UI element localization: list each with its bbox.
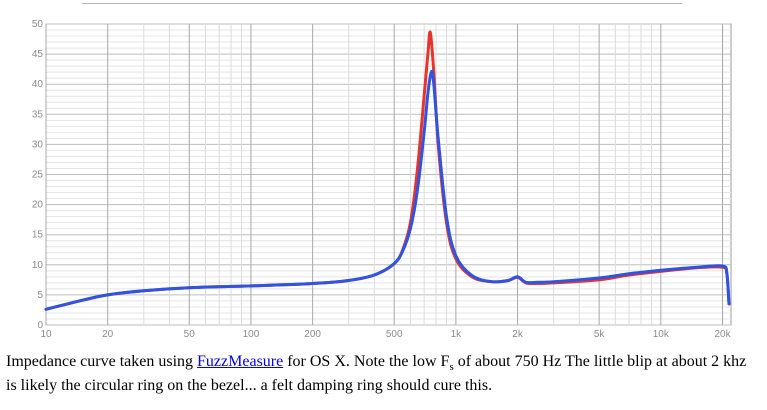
- x-tick-label: 2k: [512, 329, 524, 340]
- grid: [45, 23, 731, 326]
- y-tick-label: 50: [32, 19, 44, 30]
- x-tick-label: 20k: [714, 329, 731, 340]
- y-tick-label: 25: [32, 170, 44, 181]
- x-tick-label: 50: [184, 329, 196, 340]
- y-tick-label: 5: [37, 290, 43, 301]
- y-tick-label: 35: [32, 109, 44, 120]
- x-tick-label: 10k: [653, 329, 670, 340]
- x-tick-label: 5k: [594, 329, 606, 340]
- y-tick-label: 45: [32, 49, 44, 60]
- top-rule: [82, 3, 682, 4]
- impedance-chart: 0 5 10 15 20 25 30 35 40 45 50 10 20 50 100 200 500 1k 2k 5…: [32, 19, 732, 340]
- series-group: [44, 30, 731, 311]
- x-tick-label: 20: [102, 329, 114, 340]
- x-tick-label: 200: [304, 329, 321, 340]
- x-tick-label: 1k: [451, 329, 463, 340]
- y-tick-label: 40: [32, 79, 44, 90]
- caption-subscript: s: [449, 361, 454, 374]
- figure-caption: Impedance curve taken using FuzzMeasure …: [6, 350, 758, 398]
- fuzzmeasure-link[interactable]: FuzzMeasure: [197, 353, 284, 370]
- caption-text-3: of about 750 Hz The little blip at about…: [6, 353, 747, 394]
- y-tick-label: 15: [32, 230, 44, 241]
- axis-ticks: 0 5 10 15 20 25 30 35 40 45 50 10 20 50 100 200 500 1k 2k 5…: [32, 19, 732, 340]
- y-tick-label: 20: [32, 200, 44, 211]
- caption-text-2: for OS X. Note the low F: [283, 353, 450, 370]
- caption-text-1: Impedance curve taken using: [6, 353, 198, 370]
- y-tick-label: 0: [37, 320, 43, 331]
- x-tick-label: 100: [243, 329, 260, 340]
- x-tick-label: 10: [40, 329, 52, 340]
- y-tick-label: 30: [32, 139, 44, 150]
- y-tick-label: 10: [32, 260, 44, 271]
- series-blue-line: [44, 69, 731, 311]
- x-tick-label: 500: [386, 329, 403, 340]
